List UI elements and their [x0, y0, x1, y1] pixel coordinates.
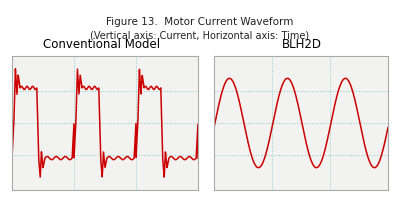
Text: (Vertical axis: Current, Horizontal axis: Time): (Vertical axis: Current, Horizontal axis…	[90, 31, 310, 41]
Text: BLH2D: BLH2D	[282, 38, 322, 51]
Text: Conventional Model: Conventional Model	[44, 38, 160, 51]
Text: Figure 13.  Motor Current Waveform: Figure 13. Motor Current Waveform	[106, 17, 294, 27]
